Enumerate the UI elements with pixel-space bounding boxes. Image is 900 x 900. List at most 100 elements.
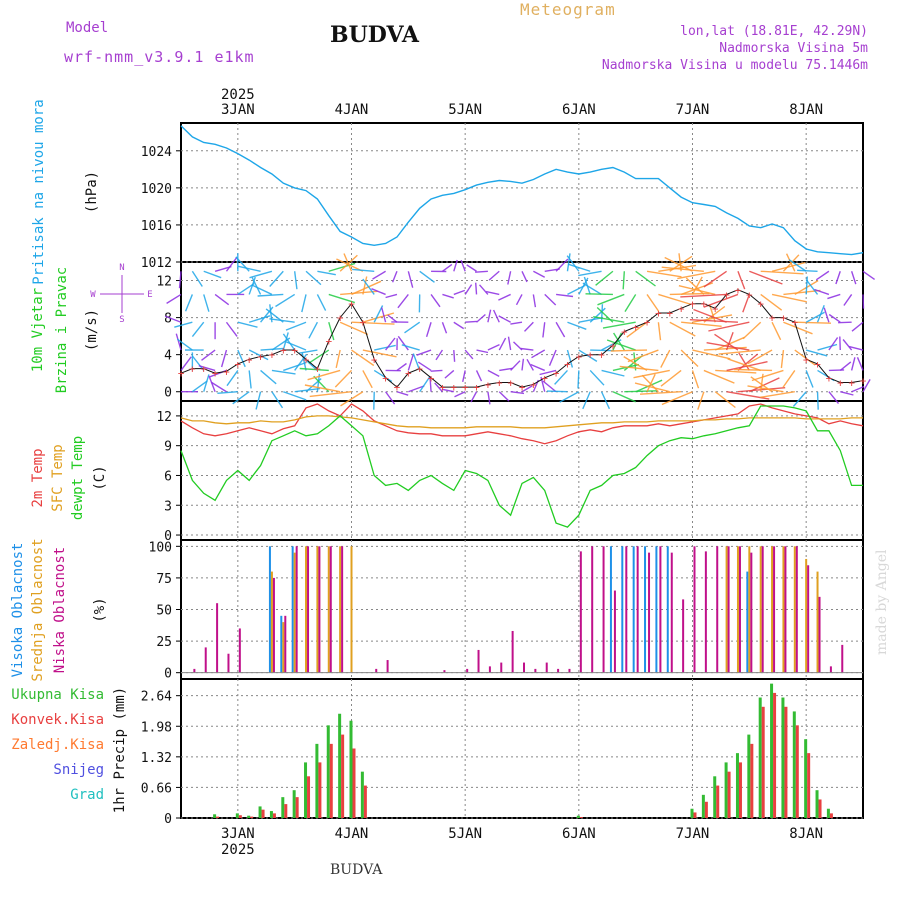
wind-arrow <box>462 370 466 383</box>
wind-speed-marker: + <box>621 326 628 339</box>
high-cloud-bar <box>268 546 271 673</box>
low-cloud-bar <box>477 649 480 673</box>
wind-arrow <box>646 270 682 278</box>
wind-arrow <box>351 349 375 367</box>
high-cloud-bar <box>746 571 749 673</box>
wind-arrow <box>738 352 750 371</box>
wind-arrow <box>283 361 307 372</box>
wind-arrow <box>220 349 228 368</box>
wind-arrow <box>613 332 625 351</box>
wind-arrow <box>589 307 606 323</box>
wind-arrow <box>328 262 356 272</box>
low-cloud-bar <box>625 546 628 673</box>
wind-arrow <box>371 288 386 296</box>
wind-arrow <box>307 369 341 381</box>
low-cloud-bar <box>693 546 696 673</box>
wind-speed-marker: + <box>439 381 446 394</box>
dewpoint-axis-label: dewpt Temp <box>70 436 86 520</box>
wind-arrow <box>466 264 477 272</box>
x-tick-label-top: 4JAN <box>335 102 369 118</box>
wind-arrow <box>191 380 208 393</box>
wind-arrow <box>693 308 727 323</box>
wind-arrow <box>510 391 525 395</box>
wind-arrow <box>521 270 528 283</box>
high-cloud-bar <box>644 546 647 673</box>
low-cloud-bar <box>318 546 321 673</box>
wind-arrow <box>385 391 396 405</box>
total-precip-bar <box>770 683 774 818</box>
wind-arrow <box>487 369 500 378</box>
wind-speed-marker: + <box>496 376 503 389</box>
high-cloud-axis-label: Visoka Oblacnost <box>10 543 26 678</box>
compass-north: N <box>119 263 124 273</box>
wind-arrow <box>521 358 525 371</box>
convective-precip-bar <box>693 812 697 818</box>
wind-speed-marker: + <box>632 321 639 334</box>
wind-speed-marker: + <box>564 358 571 371</box>
low-cloud-bar <box>557 668 560 673</box>
wind-arrow <box>681 321 722 327</box>
wind-speed-marker: + <box>235 358 242 371</box>
x-tick-label-top: 6JAN <box>562 102 596 118</box>
y-tick-label: 1.98 <box>141 720 172 735</box>
wind-arrow <box>339 321 369 336</box>
wind-arrow <box>578 277 589 295</box>
wind-arrow <box>747 349 773 365</box>
wind-arrow <box>362 312 395 323</box>
convective-precip-bar <box>329 743 333 818</box>
low-cloud-bar <box>523 662 525 673</box>
convective-precip-bar <box>307 776 311 818</box>
low-cloud-bar <box>602 546 605 673</box>
mid-cloud-bar <box>282 622 285 673</box>
wind-arrow <box>816 304 825 323</box>
wind-arrow <box>429 376 432 392</box>
wind-arrow <box>703 369 735 384</box>
wind-arrow <box>304 384 341 393</box>
wind-arrow <box>407 353 414 371</box>
convective-precip-bar <box>295 797 299 818</box>
wind-speed-marker: + <box>269 349 276 362</box>
wind-arrow <box>555 258 569 272</box>
wind-arrow <box>412 353 421 371</box>
wind-arrow <box>488 270 500 281</box>
low-cloud-bar <box>841 644 844 673</box>
wind-arrow <box>282 332 289 351</box>
total-precip-bar <box>701 794 705 818</box>
y-tick-label: 0 <box>164 812 172 827</box>
year-label-top: 2025 <box>221 87 255 103</box>
wind-arrow <box>760 293 783 311</box>
wind-arrow <box>856 357 864 371</box>
convective-precip-bar <box>250 816 254 818</box>
wind-arrow <box>635 270 656 287</box>
wind-arrow <box>785 253 796 272</box>
wind-arrow <box>708 321 750 332</box>
wind-speed-marker: + <box>860 375 867 388</box>
year-label-bottom: 2025 <box>221 842 255 858</box>
wind-arrow <box>460 259 466 272</box>
wind-arrow <box>510 360 521 371</box>
wind-speed-marker: + <box>519 381 526 394</box>
wind-arrow <box>271 369 296 375</box>
wind-arrow <box>780 349 785 369</box>
wind-arrow <box>771 321 782 341</box>
wind-arrow <box>657 322 662 341</box>
wind-arrow <box>396 362 407 371</box>
temp-unit-label: (C) <box>92 465 108 490</box>
wind-arrow <box>362 278 375 295</box>
wind-arrow <box>248 349 269 361</box>
wind-arrow <box>269 318 295 323</box>
low-cloud-bar <box>500 662 503 673</box>
total-precip-bar <box>713 776 717 818</box>
wind-arrow <box>567 263 591 272</box>
wind-arrow <box>851 321 864 332</box>
wind-arrow <box>593 316 625 323</box>
wind-arrow <box>862 294 865 309</box>
low-cloud-bar <box>591 546 594 673</box>
low-cloud-bar <box>568 668 571 673</box>
wind-axis-sublabel: Brzina i Pravac <box>54 267 70 393</box>
wind-arrow <box>316 294 327 311</box>
wind-speed-marker: + <box>757 298 764 311</box>
high-cloud-bar <box>280 615 283 673</box>
wind-speed-marker: + <box>189 363 196 376</box>
wind-arrow <box>498 293 511 301</box>
